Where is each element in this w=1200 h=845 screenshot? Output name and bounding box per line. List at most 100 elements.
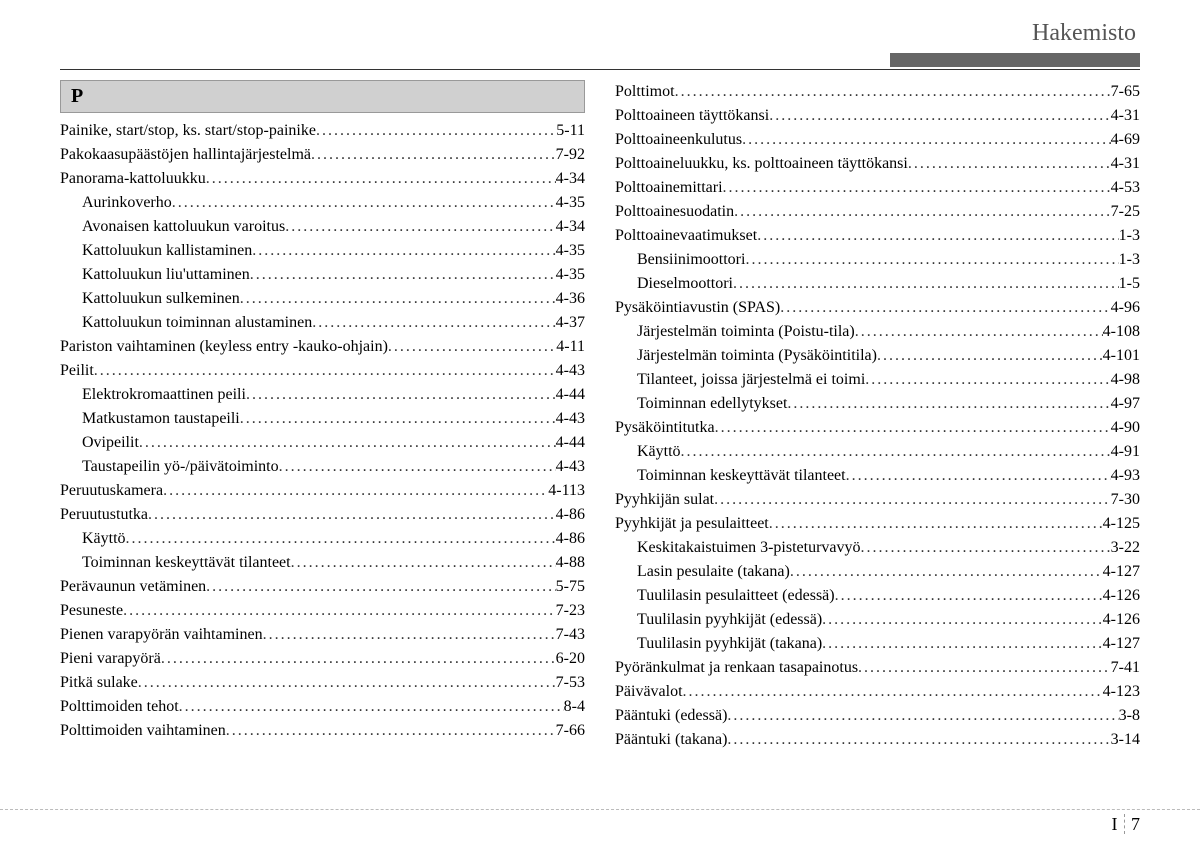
- entry-dots: [250, 263, 556, 287]
- index-entry: Pysäköintiavustin (SPAS) 4-96: [615, 296, 1140, 320]
- entry-label: Pesuneste: [60, 599, 123, 623]
- entry-dots: [179, 695, 564, 719]
- entry-label: Peruutustutka: [60, 503, 148, 527]
- entry-dots: [226, 719, 556, 743]
- entry-dots: [312, 311, 555, 335]
- entry-dots: [123, 599, 556, 623]
- entry-dots: [714, 488, 1111, 512]
- entry-dots: [206, 575, 556, 599]
- index-entry: Elektrokromaattinen peili 4-44: [60, 383, 585, 407]
- index-entry: Pienen varapyörän vaihtaminen 7-43: [60, 623, 585, 647]
- entry-dots: [727, 704, 1118, 728]
- index-content: P Painike, start/stop, ks. start/stop-pa…: [60, 80, 1140, 752]
- entry-dots: [757, 224, 1118, 248]
- entry-label: Pitkä sulake: [60, 671, 138, 695]
- entry-dots: [139, 431, 556, 455]
- entry-dots: [240, 407, 556, 431]
- entry-dots: [715, 416, 1111, 440]
- footer-chapter: I: [1112, 814, 1118, 834]
- entry-dots: [822, 608, 1103, 632]
- entry-label: Polttimot: [615, 80, 675, 104]
- entry-page: 4-125: [1103, 512, 1140, 536]
- index-entry: Käyttö 4-86: [60, 527, 585, 551]
- index-entry: Pääntuki (edessä) 3-8: [615, 704, 1140, 728]
- index-entry: Peilit 4-43: [60, 359, 585, 383]
- entry-page: 7-65: [1111, 80, 1140, 104]
- entry-label: Ovipeilit: [82, 431, 139, 455]
- entry-page: 4-31: [1111, 152, 1140, 176]
- entry-page: 4-11: [556, 335, 585, 359]
- entry-dots: [861, 536, 1111, 560]
- entry-label: Matkustamon taustapeili: [82, 407, 240, 431]
- index-entry: Tuulilasin pyyhkijät (edessä) 4-126: [615, 608, 1140, 632]
- index-entry: Polttimoiden vaihtaminen 7-66: [60, 719, 585, 743]
- entry-dots: [285, 215, 555, 239]
- entry-dots: [138, 671, 556, 695]
- entry-dots: [675, 80, 1111, 104]
- index-entry: Taustapeilin yö-/päivätoiminto 4-43: [60, 455, 585, 479]
- entry-dots: [246, 383, 556, 407]
- entry-label: Polttoaineenkulutus: [615, 128, 742, 152]
- index-entry: Kattoluukun kallistaminen 4-35: [60, 239, 585, 263]
- entry-label: Päivävalot: [615, 680, 683, 704]
- entry-label: Käyttö: [82, 527, 126, 551]
- entry-dots: [148, 503, 556, 527]
- entry-dots: [681, 440, 1111, 464]
- entry-page: 7-25: [1111, 200, 1140, 224]
- entry-page: 4-44: [556, 431, 585, 455]
- entry-page: 1-5: [1119, 272, 1140, 296]
- index-entry: Avonaisen kattoluukun varoitus 4-34: [60, 215, 585, 239]
- entry-label: Tuulilasin pyyhkijät (takana): [637, 632, 822, 656]
- entry-label: Pariston vaihtaminen (keyless entry -kau…: [60, 335, 388, 359]
- entry-label: Pieni varapyörä: [60, 647, 161, 671]
- entry-page: 5-75: [556, 575, 585, 599]
- header-rule: [60, 69, 1140, 70]
- index-entry: Panorama-kattoluukku 4-34: [60, 167, 585, 191]
- entry-label: Peilit: [60, 359, 94, 383]
- entry-page: 7-41: [1111, 656, 1140, 680]
- entry-label: Polttoainemittari: [615, 176, 723, 200]
- entry-page: 7-30: [1111, 488, 1140, 512]
- left-column: P Painike, start/stop, ks. start/stop-pa…: [60, 80, 585, 752]
- index-entry: Kattoluukun liu'uttaminen 4-35: [60, 263, 585, 287]
- entry-page: 4-34: [556, 167, 585, 191]
- entry-dots: [683, 680, 1103, 704]
- entry-label: Pääntuki (edessä): [615, 704, 727, 728]
- index-entry: Polttimot 7-65: [615, 80, 1140, 104]
- entry-dots: [790, 560, 1103, 584]
- entry-dots: [787, 392, 1110, 416]
- index-entry: Ovipeilit 4-44: [60, 431, 585, 455]
- entry-label: Pysäköintitutka: [615, 416, 715, 440]
- index-entry: Pieni varapyörä 6-20: [60, 647, 585, 671]
- entry-label: Tilanteet, joissa järjestelmä ei toimi: [637, 368, 865, 392]
- entry-page: 4-98: [1111, 368, 1140, 392]
- entry-label: Lasin pesulaite (takana): [637, 560, 790, 584]
- entry-page: 3-22: [1111, 536, 1140, 560]
- entry-page: 4-31: [1111, 104, 1140, 128]
- entry-label: Polttimoiden tehot: [60, 695, 179, 719]
- entry-dots: [172, 191, 556, 215]
- entry-label: Taustapeilin yö-/päivätoiminto: [82, 455, 279, 479]
- entry-page: 4-53: [1111, 176, 1140, 200]
- entry-label: Pysäköintiavustin (SPAS): [615, 296, 780, 320]
- entry-dots: [240, 287, 556, 311]
- entry-label: Dieselmoottori: [637, 272, 733, 296]
- index-entry: Toiminnan edellytykset 4-97: [615, 392, 1140, 416]
- index-entry: Painike, start/stop, ks. start/stop-pain…: [60, 119, 585, 143]
- entry-page: 4-97: [1111, 392, 1140, 416]
- entry-page: 3-8: [1119, 704, 1140, 728]
- entry-page: 4-35: [556, 191, 585, 215]
- index-entry: Pesuneste 7-23: [60, 599, 585, 623]
- entry-page: 4-90: [1111, 416, 1140, 440]
- index-entry: Pyyhkijän sulat 7-30: [615, 488, 1140, 512]
- entry-page: 4-37: [556, 311, 585, 335]
- page-footer: I 7: [1112, 814, 1141, 835]
- index-entry: Dieselmoottori 1-5: [615, 272, 1140, 296]
- entry-label: Avonaisen kattoluukun varoitus: [82, 215, 285, 239]
- entry-page: 7-92: [556, 143, 585, 167]
- entry-dots: [742, 128, 1111, 152]
- index-entry: Kattoluukun toiminnan alustaminen 4-37: [60, 311, 585, 335]
- entry-dots: [316, 119, 556, 143]
- index-entry: Perävaunun vetäminen 5-75: [60, 575, 585, 599]
- index-entry: Peruutustutka 4-86: [60, 503, 585, 527]
